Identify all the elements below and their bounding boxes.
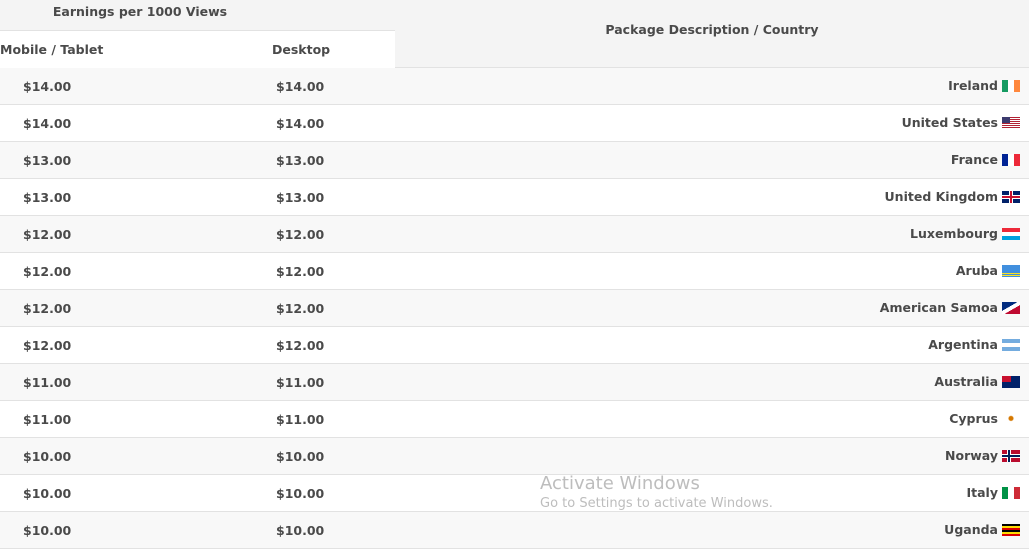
flag-icon bbox=[1002, 412, 1020, 425]
country-cell: Luxembourg bbox=[910, 226, 1020, 241]
table-row: $12.00 $12.00 Luxembourg bbox=[0, 216, 1029, 253]
flag-icon bbox=[1002, 449, 1020, 462]
table-row: $11.00 $11.00 Cyprus bbox=[0, 401, 1029, 438]
table-row: $10.00 $10.00 Norway bbox=[0, 438, 1029, 475]
mobile-rate: $10.00 bbox=[23, 523, 72, 538]
country-name: Luxembourg bbox=[910, 226, 998, 241]
desktop-rate: $11.00 bbox=[276, 375, 325, 390]
desktop-rate: $10.00 bbox=[276, 486, 325, 501]
mobile-rate: $12.00 bbox=[23, 227, 72, 242]
table-row: $11.00 $11.00 Australia bbox=[0, 364, 1029, 401]
table-row: $14.00 $14.00 United States bbox=[0, 105, 1029, 142]
desktop-rate: $10.00 bbox=[276, 523, 325, 538]
country-cell: Australia bbox=[934, 374, 1020, 389]
country-name: Ireland bbox=[948, 78, 998, 93]
flag-icon bbox=[1002, 79, 1020, 92]
table-body: $14.00 $14.00 Ireland $14.00 $14.00 Unite… bbox=[0, 68, 1029, 549]
desktop-rate: $12.00 bbox=[276, 264, 325, 279]
desktop-rate: $12.00 bbox=[276, 301, 325, 316]
desktop-rate: $14.00 bbox=[276, 79, 325, 94]
desktop-rate: $13.00 bbox=[276, 153, 325, 168]
flag-icon bbox=[1002, 338, 1020, 351]
table-row: $12.00 $12.00 American Samoa bbox=[0, 290, 1029, 327]
flag-icon bbox=[1002, 227, 1020, 240]
flag-icon bbox=[1002, 153, 1020, 166]
table-row: $10.00 $10.00 Uganda bbox=[0, 512, 1029, 549]
country-name: Italy bbox=[966, 485, 999, 500]
country-cell: Argentina bbox=[928, 337, 1020, 352]
country-cell: Cyprus bbox=[949, 411, 1020, 426]
mobile-rate: $12.00 bbox=[23, 264, 72, 279]
earnings-header: Earnings per 1000 Views bbox=[52, 4, 228, 19]
country-name: Argentina bbox=[928, 337, 998, 352]
mobile-rate: $12.00 bbox=[23, 301, 72, 316]
flag-icon bbox=[1002, 486, 1020, 499]
mobile-rate: $10.00 bbox=[23, 449, 72, 464]
country-name: Uganda bbox=[944, 522, 998, 537]
desktop-column-header: Desktop bbox=[272, 42, 331, 57]
country-name: France bbox=[950, 152, 998, 167]
mobile-rate: $13.00 bbox=[23, 190, 72, 205]
country-cell: American Samoa bbox=[880, 300, 1020, 315]
mobile-rate: $14.00 bbox=[23, 116, 72, 131]
table-row: $14.00 $14.00 Ireland bbox=[0, 68, 1029, 105]
country-name: Norway bbox=[945, 448, 998, 463]
country-cell: Italy bbox=[966, 485, 1020, 500]
table-header: Earnings per 1000 Views Mobile / Tablet … bbox=[0, 0, 1029, 68]
country-cell: Aruba bbox=[956, 263, 1020, 278]
country-cell: Uganda bbox=[944, 522, 1020, 537]
table-row: $13.00 $13.00 United Kingdom bbox=[0, 179, 1029, 216]
country-cell: United States bbox=[902, 115, 1020, 130]
flag-icon bbox=[1002, 375, 1020, 388]
desktop-rate: $12.00 bbox=[276, 227, 325, 242]
table-row: $13.00 $13.00 France bbox=[0, 142, 1029, 179]
country-name: Cyprus bbox=[949, 411, 998, 426]
mobile-rate: $14.00 bbox=[23, 79, 72, 94]
country-name: Australia bbox=[934, 374, 998, 389]
flag-icon bbox=[1002, 264, 1020, 277]
desktop-rate: $10.00 bbox=[276, 449, 325, 464]
desktop-rate: $13.00 bbox=[276, 190, 325, 205]
mobile-rate: $12.00 bbox=[23, 338, 72, 353]
country-name: United Kingdom bbox=[884, 189, 998, 204]
desktop-rate: $11.00 bbox=[276, 412, 325, 427]
flag-icon bbox=[1002, 116, 1020, 129]
table-row: $12.00 $12.00 Argentina bbox=[0, 327, 1029, 364]
flag-icon bbox=[1002, 190, 1020, 203]
mobile-rate: $13.00 bbox=[23, 153, 72, 168]
country-cell: Ireland bbox=[948, 78, 1020, 93]
flag-icon bbox=[1002, 523, 1020, 536]
country-cell: France bbox=[951, 152, 1020, 167]
subheader: Mobile / Tablet Desktop bbox=[0, 30, 395, 68]
mobile-column-header: Mobile / Tablet bbox=[0, 42, 104, 57]
package-column-header: Package Description / Country bbox=[605, 22, 819, 37]
mobile-rate: $11.00 bbox=[23, 412, 72, 427]
country-cell: United Kingdom bbox=[885, 189, 1020, 204]
mobile-rate: $11.00 bbox=[23, 375, 72, 390]
country-cell: Norway bbox=[945, 448, 1020, 463]
mobile-rate: $10.00 bbox=[23, 486, 72, 501]
table-row: $10.00 $10.00 Italy bbox=[0, 475, 1029, 512]
desktop-rate: $12.00 bbox=[276, 338, 325, 353]
country-name: American Samoa bbox=[879, 300, 998, 315]
country-name: Aruba bbox=[955, 263, 998, 278]
country-name: United States bbox=[901, 115, 998, 130]
desktop-rate: $14.00 bbox=[276, 116, 325, 131]
flag-icon bbox=[1002, 301, 1020, 314]
table-row: $12.00 $12.00 Aruba bbox=[0, 253, 1029, 290]
